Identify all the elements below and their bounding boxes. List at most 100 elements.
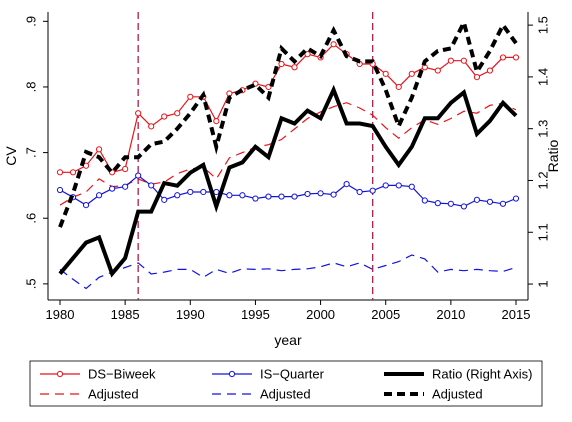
data-point <box>213 188 220 196</box>
data-point <box>408 183 415 190</box>
data-point <box>395 83 402 91</box>
data-point <box>473 74 481 81</box>
data-point <box>291 64 298 71</box>
data-point <box>122 165 129 173</box>
data-point <box>82 202 90 209</box>
legend-label: DS−Biweek <box>88 367 156 382</box>
data-point <box>499 200 507 207</box>
legend-items: DS−Biweek Adjusted IS−Quarter Adjusted Ratio… <box>40 367 532 402</box>
data-point <box>408 70 415 77</box>
x-tick-label: 2010 <box>436 307 465 322</box>
legend-label: Adjusted <box>432 387 483 402</box>
data-point <box>174 192 181 199</box>
x-tick-label: 1990 <box>176 307 205 322</box>
data-point <box>434 67 441 74</box>
y-left-tick-label: .9 <box>23 16 38 27</box>
y-right-tick-label: 1.3 <box>535 120 550 138</box>
data-point <box>135 110 142 117</box>
data-point <box>95 146 103 153</box>
data-point <box>56 169 64 176</box>
y-left-tick-label: .8 <box>23 82 38 93</box>
legend-marker <box>228 370 236 378</box>
data-point <box>473 196 481 203</box>
data-point <box>187 93 194 100</box>
data-point <box>356 188 363 196</box>
data-point <box>252 195 259 202</box>
x-tick-label: 1995 <box>241 307 270 322</box>
legend-box <box>29 360 543 407</box>
x-tick-label: 1985 <box>111 307 140 322</box>
data-point <box>213 117 220 125</box>
y-right-tick-label: 1 <box>535 280 550 287</box>
data-point <box>239 192 246 199</box>
data-point <box>291 193 298 200</box>
data-point <box>499 54 507 61</box>
axes-layer: 1980 1985 1990 1995 2000 2005 2010 2015 .5 .6 .7 .8… <box>23 16 550 322</box>
x-tick-label: 2015 <box>502 307 531 322</box>
data-point <box>278 193 285 200</box>
data-point <box>317 190 324 197</box>
plot-frame <box>47 12 529 301</box>
data-point <box>304 51 311 58</box>
legend-label: Adjusted <box>260 387 311 402</box>
series-4 <box>58 84 518 278</box>
x-tick-label: 2000 <box>306 307 335 322</box>
data-point <box>187 188 194 196</box>
data-point <box>382 182 389 189</box>
y-left-tick-label: .5 <box>23 278 38 289</box>
data-point <box>200 188 207 196</box>
data-point <box>265 193 272 200</box>
data-point <box>278 60 285 68</box>
data-point <box>447 200 454 207</box>
data-point <box>56 186 64 194</box>
y-right-tick-label: 1.1 <box>535 223 550 241</box>
y-axis-right-title: Ratio <box>545 139 561 172</box>
y-right-tick-label: 1.5 <box>535 16 550 34</box>
data-point <box>122 183 129 190</box>
data-point <box>226 192 233 199</box>
data-point <box>135 172 142 179</box>
data-point <box>447 57 454 64</box>
data-point <box>148 182 155 189</box>
data-point <box>395 182 402 189</box>
legend-label: Adjusted <box>88 387 139 402</box>
data-point <box>460 203 467 210</box>
data-point <box>330 191 337 198</box>
x-tick-label: 2005 <box>371 307 400 322</box>
y-axis-left-title: CV <box>3 146 19 166</box>
y-right-tick-label: 1.4 <box>535 68 550 86</box>
series-layer <box>56 16 520 290</box>
data-point <box>382 70 389 77</box>
series-line <box>58 16 518 228</box>
data-point <box>304 190 311 198</box>
data-point <box>148 123 155 130</box>
data-point <box>369 187 376 194</box>
legend-marker <box>56 370 64 378</box>
data-point <box>69 169 77 176</box>
y-left-tick-label: .6 <box>23 213 38 224</box>
data-point <box>95 192 103 199</box>
series-5 <box>58 16 518 228</box>
data-point <box>434 200 441 207</box>
data-point <box>161 196 168 203</box>
data-point <box>486 198 494 205</box>
data-point <box>421 197 428 204</box>
data-point <box>512 54 520 61</box>
data-point <box>109 185 116 192</box>
data-point <box>512 195 520 202</box>
data-point <box>330 41 337 48</box>
legend-label: IS−Quarter <box>260 367 325 382</box>
data-point <box>486 67 494 74</box>
data-point <box>174 110 181 117</box>
data-point <box>161 113 168 120</box>
legend: DS−Biweek Adjusted IS−Quarter Adjusted Ratio… <box>29 360 543 407</box>
y-left-tick-label: .7 <box>23 147 38 158</box>
series-line <box>58 84 518 278</box>
data-point <box>460 57 467 64</box>
legend-label: Ratio (Right Axis) <box>432 367 532 382</box>
x-axis-title: year <box>274 332 302 348</box>
data-point <box>343 181 350 188</box>
x-tick-label: 1980 <box>46 307 75 322</box>
